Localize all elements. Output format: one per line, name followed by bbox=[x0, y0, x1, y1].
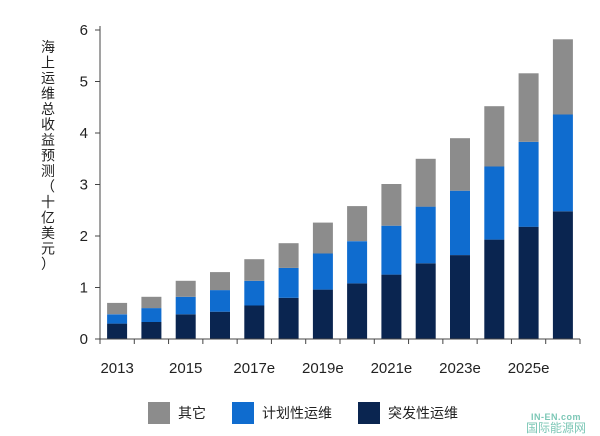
x-tick-label: 2015 bbox=[169, 360, 202, 377]
x-tick-label: 2019e bbox=[302, 360, 344, 377]
x-tick-label: 2023e bbox=[439, 360, 481, 377]
legend-item-unplanned: 突发性运维 bbox=[358, 402, 458, 424]
y-tick-label: 0 bbox=[80, 331, 88, 348]
legend-item-other: 其它 bbox=[148, 402, 206, 424]
bar-segment-2014-0 bbox=[141, 322, 162, 339]
bar-segment-2024e-1 bbox=[484, 166, 505, 240]
bar-segment-2016-2 bbox=[210, 272, 230, 291]
x-tick-label: 2025e bbox=[508, 360, 550, 377]
legend-swatch-planned bbox=[232, 402, 254, 424]
bar-segment-2015-0 bbox=[175, 314, 196, 339]
legend-swatch-unplanned bbox=[358, 402, 380, 424]
bar-segment-2021e-0 bbox=[381, 274, 402, 339]
x-tick-label: 2013 bbox=[100, 360, 133, 377]
legend-label-unplanned: 突发性运维 bbox=[388, 406, 458, 422]
bar-segment-2019e-1 bbox=[312, 253, 333, 290]
bar-segment-2023e-0 bbox=[450, 255, 470, 339]
bar-segment-2017e-2 bbox=[244, 259, 265, 281]
bar-segment-2015-1 bbox=[175, 296, 196, 315]
bar-segment-2021e-1 bbox=[381, 225, 402, 275]
y-axis: 0 1 2 3 4 5 6 bbox=[80, 22, 101, 348]
bar-segment-2013-1 bbox=[107, 314, 128, 324]
bar-segment-2020e-1 bbox=[347, 241, 368, 284]
bar-segment-2018e-2 bbox=[278, 243, 299, 268]
bars-group bbox=[107, 39, 573, 339]
legend-swatch-other bbox=[148, 402, 170, 424]
bar-segment-2013-0 bbox=[107, 323, 128, 339]
bar-segment-2025e-2 bbox=[518, 73, 539, 142]
y-tick-label: 3 bbox=[80, 177, 88, 194]
y-tick-label: 2 bbox=[80, 228, 88, 245]
x-axis: 2013 2015 2017e 2019e 2021e 2023e 2025e bbox=[99, 338, 581, 377]
y-axis-label: 海上运维总收益预测（十亿美元） bbox=[41, 40, 55, 273]
bar-segment-2025e-0 bbox=[518, 226, 539, 339]
bar-segment-2017e-0 bbox=[244, 305, 265, 339]
bar-segment-2018e-1 bbox=[278, 267, 299, 298]
bar-segment-2018e-0 bbox=[278, 297, 299, 339]
y-tick-label: 1 bbox=[80, 280, 88, 297]
bar-segment-2020e-0 bbox=[347, 283, 368, 339]
legend-item-planned: 计划性运维 bbox=[232, 402, 332, 424]
watermark: IN-EN.com 国际能源网 bbox=[526, 412, 586, 434]
bar-segment-2022e-1 bbox=[415, 206, 436, 264]
bar-segment-2023e-1 bbox=[450, 190, 470, 256]
watermark-site-name: 国际能源网 bbox=[525, 421, 586, 435]
bar-segment-2014-2 bbox=[141, 296, 162, 309]
bar-segment-2026e-0 bbox=[552, 211, 573, 339]
y-tick-label: 6 bbox=[80, 22, 88, 39]
bar-segment-2013-2 bbox=[107, 302, 128, 315]
bar-segment-2023e-2 bbox=[450, 138, 470, 191]
bar-segment-2017e-1 bbox=[244, 280, 265, 306]
y-tick-label: 4 bbox=[80, 125, 88, 142]
bar-segment-2016-1 bbox=[210, 290, 230, 312]
bar-segment-2021e-2 bbox=[381, 184, 402, 226]
bar-segment-2020e-2 bbox=[347, 206, 368, 242]
y-tick-label: 5 bbox=[80, 74, 88, 91]
bar-segment-2016-0 bbox=[210, 311, 230, 339]
bar-segment-2022e-0 bbox=[415, 263, 436, 339]
bar-segment-2015-2 bbox=[175, 280, 196, 297]
bar-segment-2026e-1 bbox=[552, 114, 573, 212]
watermark-domain: IN-EN.com bbox=[530, 412, 581, 422]
bar-segment-2019e-0 bbox=[312, 289, 333, 339]
legend-label-planned: 计划性运维 bbox=[262, 406, 332, 422]
bar-segment-2026e-2 bbox=[552, 39, 573, 115]
x-tick-label: 2021e bbox=[371, 360, 413, 377]
legend-label-other: 其它 bbox=[178, 406, 206, 422]
legend: 其它 计划性运维 突发性运维 bbox=[148, 402, 484, 424]
bar-segment-2025e-1 bbox=[518, 141, 539, 227]
bar-segment-2019e-2 bbox=[312, 222, 333, 254]
bar-segment-2022e-2 bbox=[415, 158, 436, 207]
bar-segment-2024e-2 bbox=[484, 106, 505, 167]
bar-segment-2014-1 bbox=[141, 308, 162, 322]
x-tick-label: 2017e bbox=[233, 360, 275, 377]
bar-segment-2024e-0 bbox=[484, 239, 505, 339]
